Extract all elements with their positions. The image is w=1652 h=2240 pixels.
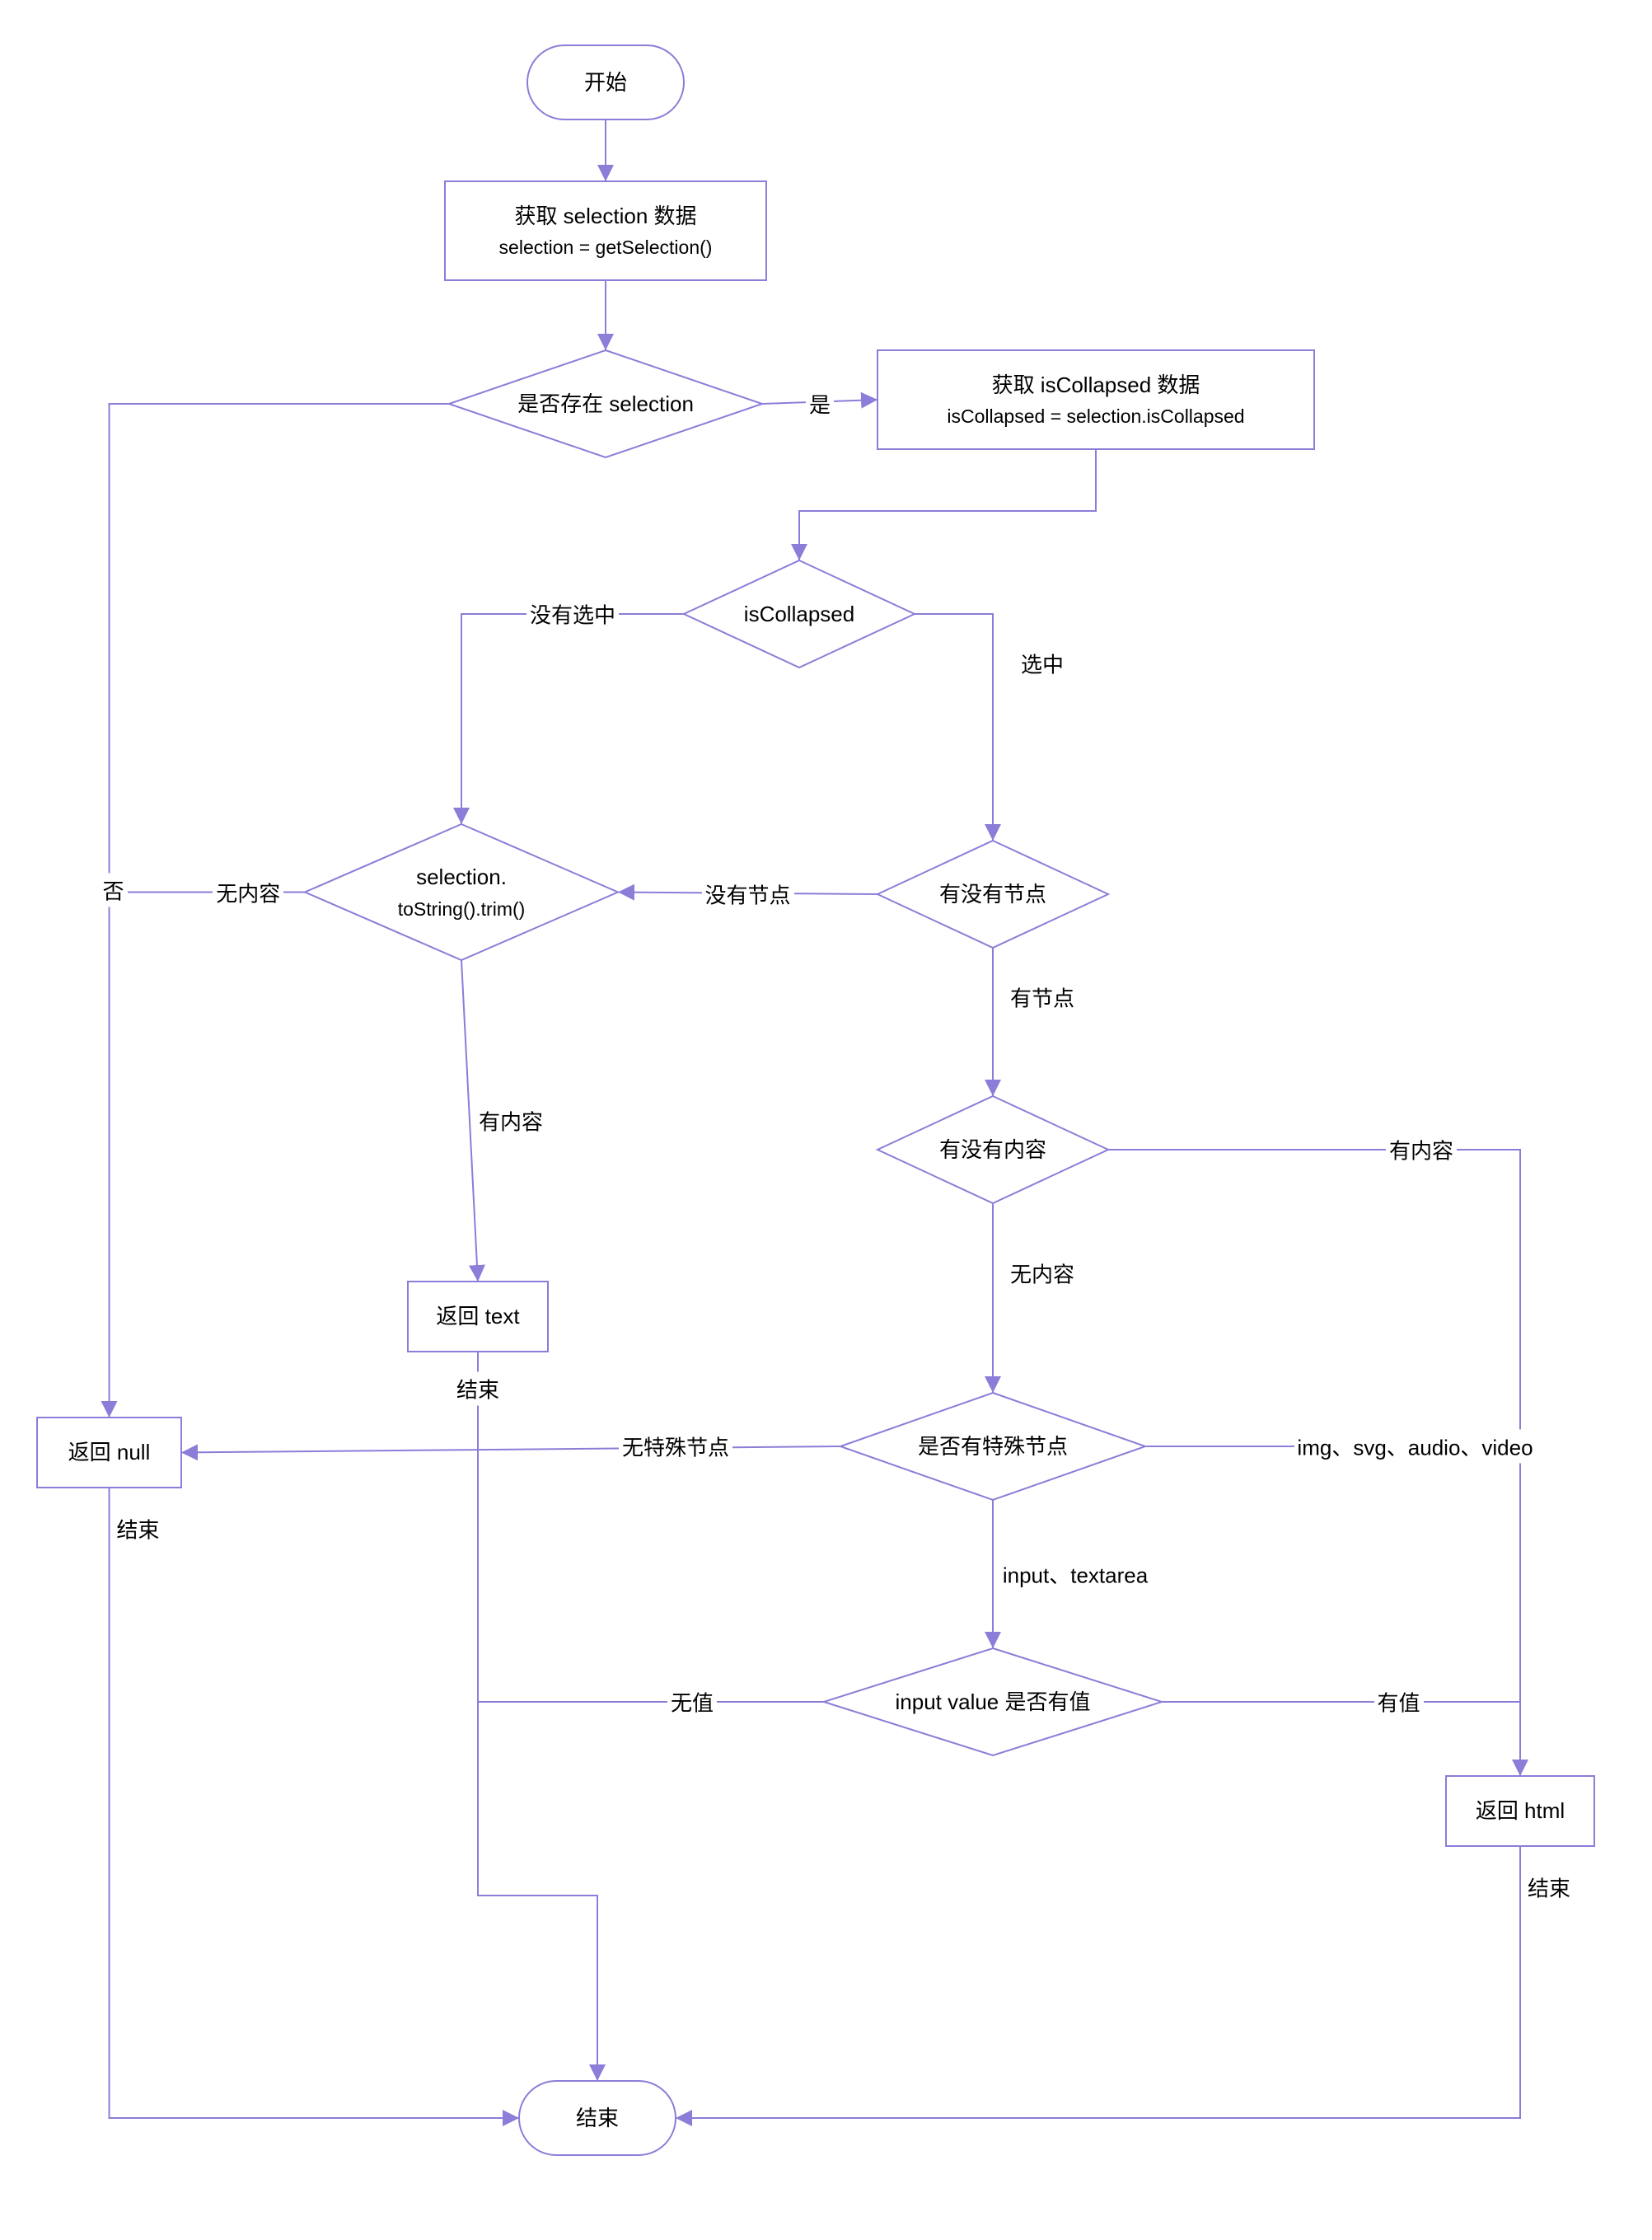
edge-label: 是 [806,387,834,421]
edge-label: 没有选中 [526,597,619,631]
edge-label: 有节点 [1007,981,1078,1015]
edge-label: 有内容 [475,1104,546,1138]
node-label-start: 开始 [527,45,684,119]
edge-label: 无内容 [213,875,283,909]
node-label-get_selection: 获取 selection 数据selection = getSelection(… [445,181,766,280]
node-label-return_null: 返回 null [37,1418,181,1488]
edge-label: 结束 [113,1512,162,1546]
edge [676,1846,1520,2118]
edge [799,449,1096,560]
edge-label: 有值 [1374,1685,1423,1719]
edge-label: 无值 [667,1685,717,1719]
edge-label: 选中 [1018,647,1067,681]
edge [110,1488,520,2118]
edge [915,614,993,841]
node-label-get_collapsed: 获取 isCollapsed 数据isCollapsed = selection… [877,350,1314,449]
node-label-has_selection: 是否存在 selection [449,350,762,457]
edge [478,1352,597,2081]
node-label-tostring: selection.toString().trim() [305,824,618,960]
edge [461,614,684,824]
node-label-return_text: 返回 text [408,1282,548,1352]
edge [181,1446,840,1453]
edge-label: 结束 [453,1372,503,1406]
node-label-input_value: input value 是否有值 [824,1648,1162,1755]
node-label-special_node: 是否有特殊节点 [840,1393,1145,1500]
edge-label: 结束 [1524,1871,1574,1905]
node-label-has_node: 有没有节点 [877,841,1108,948]
node-label-has_content: 有没有内容 [877,1096,1108,1203]
edge-label: 有内容 [1386,1133,1457,1167]
edge-label: 无特殊节点 [619,1430,732,1464]
edge-label: input、textarea [999,1558,1151,1591]
edge-label: img、svg、audio、video [1294,1430,1536,1464]
edge-label: 无内容 [1007,1257,1078,1291]
node-label-is_collapsed: isCollapsed [684,560,915,668]
edge-label: 否 [99,874,127,907]
edge-label: 没有节点 [701,878,793,911]
node-label-end: 结束 [519,2081,676,2155]
node-label-return_html: 返回 html [1446,1776,1594,1846]
